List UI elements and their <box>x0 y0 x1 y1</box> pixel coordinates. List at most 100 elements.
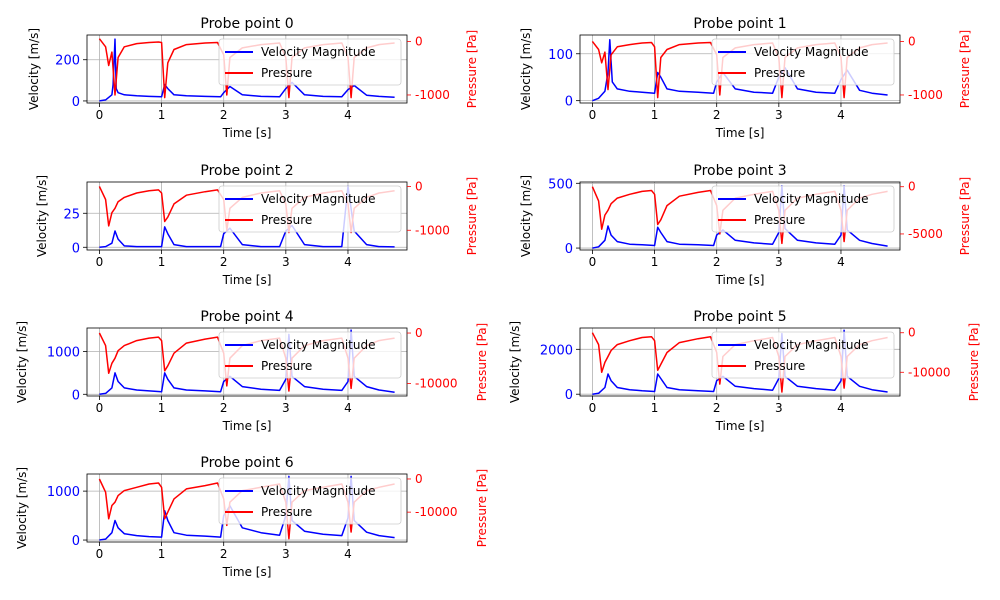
legend: Velocity Magnitude Pressure <box>218 185 402 233</box>
y-right-axis-label: Pressure [Pa] <box>475 469 489 547</box>
x-tick-label: 4 <box>837 108 845 122</box>
subplot-title: Probe point 2 <box>200 163 293 179</box>
subplot-title: Probe point 5 <box>693 309 786 325</box>
y-right-axis-label: Pressure [Pa] <box>967 323 981 401</box>
x-tick-label: 0 <box>96 401 104 415</box>
subplot-title: Probe point 0 <box>200 16 293 32</box>
y-right-axis-label: Pressure [Pa] <box>465 30 479 108</box>
y-left-tick-label: 200 <box>55 54 80 69</box>
y-left-tick-label: 2000 <box>540 343 573 358</box>
legend: Velocity Magnitude Pressure <box>711 331 895 379</box>
x-tick-label: 1 <box>158 108 166 122</box>
legend-entry: Pressure <box>261 359 312 373</box>
legend-box <box>218 477 402 525</box>
legend: Velocity Magnitude Pressure <box>218 331 402 379</box>
subplot-probe-3: 0 1 2 3 4 0 500 -5000 0 Probe point 3 Time [s] Velo… <box>519 163 972 287</box>
x-tick-label: 3 <box>282 547 290 561</box>
legend-entry: Pressure <box>261 213 312 227</box>
legend-box <box>711 331 895 379</box>
axes-frame <box>579 327 901 397</box>
x-tick-label: 2 <box>713 401 721 415</box>
x-tick-label: 3 <box>775 255 783 269</box>
y-right-tick-label: -1000 <box>908 88 943 102</box>
legend-box <box>711 38 895 86</box>
x-tick-label: 4 <box>344 547 352 561</box>
x-tick-label: 4 <box>344 255 352 269</box>
x-tick-label: 0 <box>589 255 597 269</box>
x-tick-label: 2 <box>220 547 228 561</box>
axes-frame <box>86 327 408 397</box>
y-left-tick-label: 25 <box>63 207 80 222</box>
x-tick-label: 1 <box>651 401 659 415</box>
y-right-tick-label: -1000 <box>415 88 450 102</box>
axes-frame <box>579 34 901 104</box>
y-left-axis-label: Velocity [m/s] <box>508 321 522 403</box>
y-left-tick-label: 0 <box>565 388 573 403</box>
subplot-title: Probe point 3 <box>693 163 786 179</box>
legend-entry: Velocity Magnitude <box>261 192 375 206</box>
y-left-axis-label: Velocity [m/s] <box>519 175 533 257</box>
x-tick-label: 1 <box>158 401 166 415</box>
y-left-tick-label: 0 <box>72 95 80 110</box>
x-tick-label: 1 <box>158 255 166 269</box>
x-tick-label: 0 <box>96 255 104 269</box>
legend-entry: Velocity Magnitude <box>754 338 868 352</box>
y-right-axis-label: Pressure [Pa] <box>958 177 972 255</box>
legend-entry: Pressure <box>261 66 312 80</box>
x-tick-label: 2 <box>713 108 721 122</box>
x-tick-label: 4 <box>344 108 352 122</box>
subplot-title: Probe point 6 <box>200 455 293 471</box>
legend: Velocity Magnitude Pressure <box>711 38 895 86</box>
x-tick-label: 1 <box>651 255 659 269</box>
subplot-title: Probe point 1 <box>693 16 786 32</box>
legend-entry: Pressure <box>754 359 805 373</box>
x-tick-label: 3 <box>282 255 290 269</box>
y-left-tick-label: 1000 <box>47 485 80 500</box>
velocity-line <box>99 38 395 102</box>
y-right-axis-label: Pressure [Pa] <box>465 177 479 255</box>
axes-frame <box>86 34 408 104</box>
y-right-tick-label: -10000 <box>908 365 951 379</box>
y-right-tick-label: 0 <box>415 179 423 193</box>
x-tick-label: 1 <box>651 108 659 122</box>
axes-frame <box>86 181 408 251</box>
x-tick-label: 3 <box>282 108 290 122</box>
y-right-tick-label: 0 <box>415 472 423 486</box>
y-left-tick-label: 0 <box>565 242 573 257</box>
x-tick-label: 3 <box>775 108 783 122</box>
y-left-axis-label: Velocity [m/s] <box>15 321 29 403</box>
subplot-title: Probe point 4 <box>200 309 293 325</box>
y-right-tick-label: -1000 <box>415 223 450 237</box>
legend-box <box>218 331 402 379</box>
legend: Velocity Magnitude Pressure <box>218 38 402 86</box>
legend-entry: Velocity Magnitude <box>261 338 375 352</box>
velocity-line <box>99 185 395 249</box>
y-right-tick-label: 0 <box>908 180 916 194</box>
legend-box <box>218 38 402 86</box>
x-tick-label: 3 <box>282 401 290 415</box>
x-tick-label: 4 <box>837 401 845 415</box>
velocity-line <box>592 38 888 102</box>
x-tick-label: 0 <box>589 401 597 415</box>
x-tick-label: 0 <box>589 108 597 122</box>
y-right-tick-label: 0 <box>908 34 916 48</box>
x-axis-label: Time [s] <box>222 126 272 140</box>
x-axis-label: Time [s] <box>222 565 272 579</box>
y-left-axis-label: Velocity [m/s] <box>35 175 49 257</box>
subplot-probe-5: 0 1 2 3 4 0 2000 -10000 0 Probe point 5 Time [s] Ve… <box>508 309 981 433</box>
subplot-probe-2: 0 1 2 3 4 0 25 -1000 0 Probe point 2 Time [s] Veloc… <box>35 163 479 287</box>
x-tick-label: 1 <box>158 547 166 561</box>
y-left-tick-label: 0 <box>72 241 80 256</box>
legend-entry: Velocity Magnitude <box>261 45 375 59</box>
y-left-tick-label: 0 <box>565 95 573 110</box>
subplot-probe-4: 0 1 2 3 4 0 1000 -10000 0 Probe point 4 Time [s] Ve… <box>15 309 489 433</box>
x-axis-label: Time [s] <box>222 273 272 287</box>
y-right-tick-label: -10000 <box>415 505 458 519</box>
legend-entry: Velocity Magnitude <box>754 45 868 59</box>
y-left-axis-label: Velocity [m/s] <box>15 467 29 549</box>
y-right-tick-label: 0 <box>415 34 423 48</box>
x-tick-label: 2 <box>220 255 228 269</box>
y-right-axis-label: Pressure [Pa] <box>958 30 972 108</box>
legend-entry: Pressure <box>754 213 805 227</box>
y-left-tick-label: 0 <box>72 388 80 403</box>
